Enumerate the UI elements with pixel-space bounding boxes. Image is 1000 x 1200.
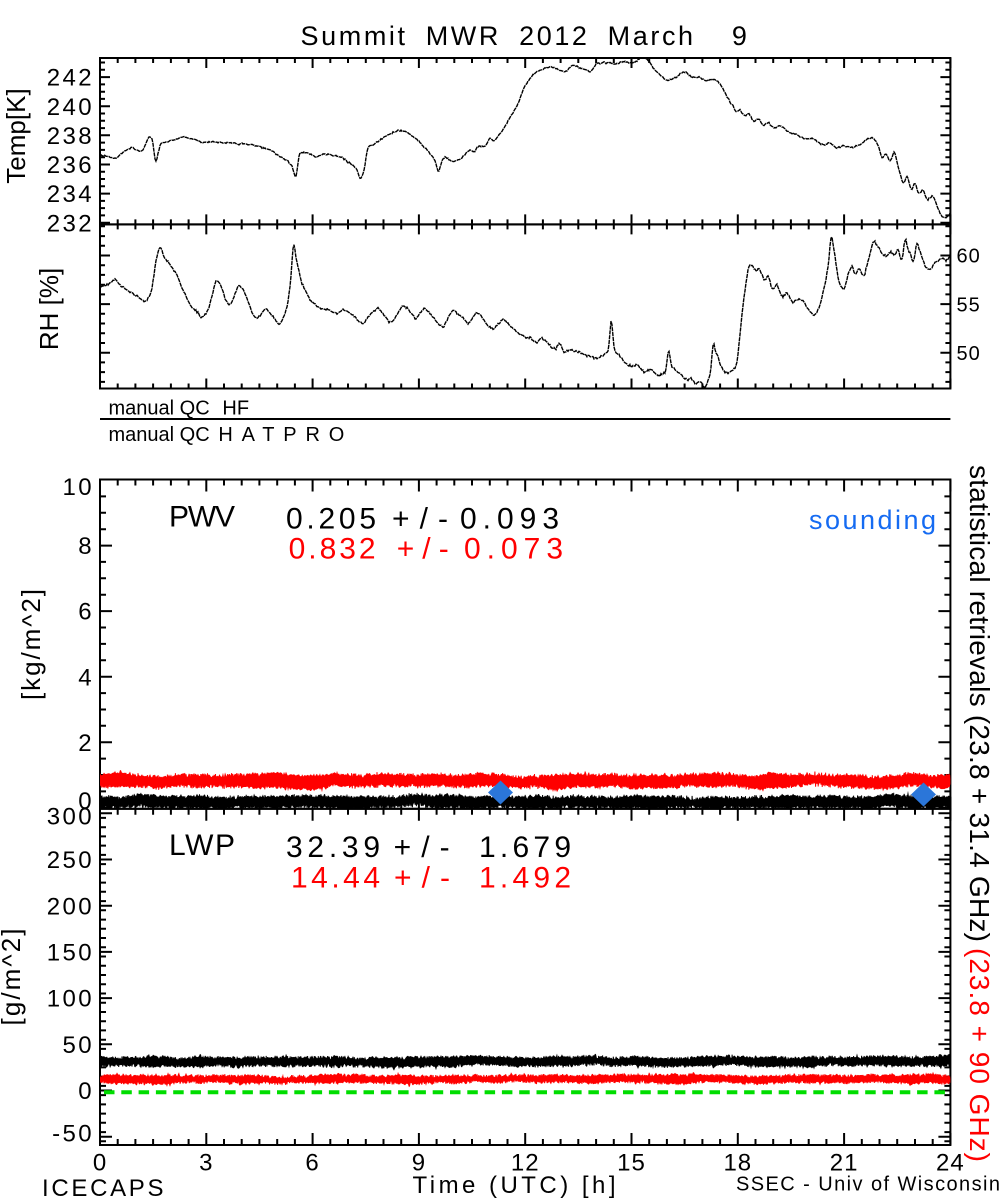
svg-text:21: 21: [830, 1150, 859, 1177]
svg-text:0: 0: [78, 1078, 94, 1105]
svg-text:55: 55: [957, 294, 981, 316]
svg-text:240: 240: [47, 94, 94, 121]
svg-text:ICECAPS: ICECAPS: [42, 1175, 165, 1200]
svg-text:242: 242: [47, 65, 94, 92]
svg-text:1.492: 1.492: [479, 861, 571, 894]
svg-text:9: 9: [412, 1150, 426, 1177]
svg-text:+/-: +/-: [394, 831, 450, 864]
svg-text:238: 238: [47, 123, 94, 150]
svg-text:0.205: 0.205: [286, 503, 376, 536]
svg-text:232: 232: [47, 210, 94, 237]
svg-text:2: 2: [78, 730, 94, 757]
svg-text:15: 15: [617, 1150, 646, 1177]
svg-text:SSEC - Univ of Wisconsin: SSEC - Univ of Wisconsin: [736, 1174, 1000, 1196]
svg-text:6: 6: [305, 1150, 319, 1177]
svg-text:24: 24: [936, 1150, 965, 1177]
svg-text:250: 250: [47, 847, 94, 874]
svg-text:50: 50: [63, 1032, 95, 1059]
svg-text:-50: -50: [52, 1121, 94, 1148]
svg-text:(23.8 + 90 GHz): (23.8 + 90 GHz): [964, 948, 995, 1162]
svg-text:Summit MWR 2012 March 9: Summit MWR 2012 March 9: [301, 21, 750, 51]
svg-text:Temp[K]: Temp[K]: [1, 88, 31, 183]
svg-text:60: 60: [957, 246, 981, 268]
svg-text:200: 200: [47, 893, 94, 920]
svg-text:0.073: 0.073: [464, 533, 563, 566]
svg-text:LWP: LWP: [169, 829, 235, 862]
svg-text:sounding: sounding: [809, 505, 936, 535]
svg-text:0.832: 0.832: [289, 533, 376, 566]
svg-text:50: 50: [957, 343, 981, 365]
svg-text:0: 0: [93, 1150, 107, 1177]
svg-text:10: 10: [63, 474, 95, 501]
svg-text:18: 18: [723, 1150, 752, 1177]
svg-text:32.39: 32.39: [286, 831, 380, 864]
svg-text:300: 300: [47, 803, 94, 830]
svg-text:4: 4: [78, 664, 94, 691]
svg-text:8: 8: [78, 533, 94, 560]
svg-text:150: 150: [47, 940, 94, 967]
svg-text:+/-: +/-: [394, 861, 450, 894]
svg-text:statistical retrievals (23.8 +: statistical retrievals (23.8 + 31.4 GHz): [964, 465, 995, 942]
svg-text:PWV: PWV: [169, 501, 235, 534]
svg-text:+/-: +/-: [397, 533, 449, 566]
svg-text:Time (UTC) [h]: Time (UTC) [h]: [413, 1172, 616, 1199]
svg-text:6: 6: [78, 599, 94, 626]
svg-text:236: 236: [47, 152, 94, 179]
svg-text:3: 3: [199, 1150, 213, 1177]
svg-text:[g/m^2]: [g/m^2]: [0, 929, 26, 1026]
svg-text:+/-: +/-: [392, 503, 448, 536]
svg-text:RH [%]: RH [%]: [34, 268, 64, 350]
svg-text:0: 0: [78, 788, 94, 815]
svg-text:100: 100: [47, 986, 94, 1013]
svg-text:[kg/m^2]: [kg/m^2]: [16, 589, 46, 700]
svg-text:14.44: 14.44: [291, 861, 380, 894]
svg-text:0.093: 0.093: [460, 503, 559, 536]
svg-text:1.679: 1.679: [479, 831, 571, 864]
svg-text:12: 12: [511, 1150, 540, 1177]
svg-text:234: 234: [47, 181, 94, 208]
